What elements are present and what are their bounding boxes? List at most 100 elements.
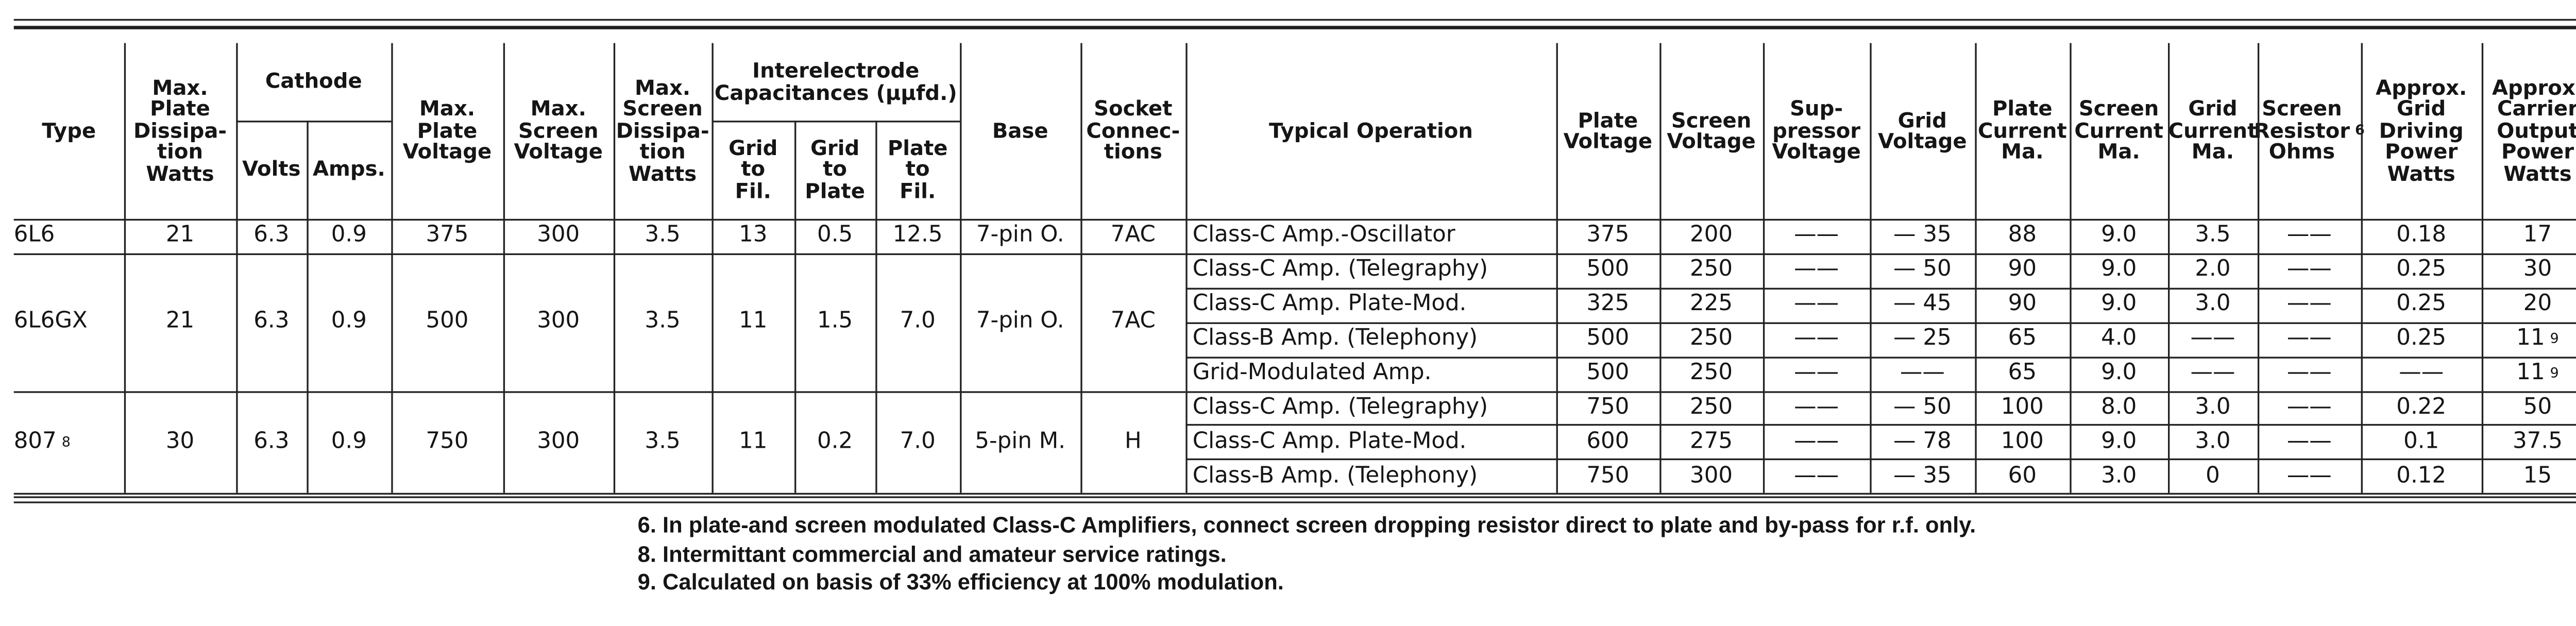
- rule: [1185, 322, 2576, 324]
- value: 325: [1556, 287, 1660, 322]
- value: 250: [1659, 391, 1763, 425]
- text: 250: [1690, 257, 1733, 283]
- text: Base: [992, 118, 1048, 143]
- text: 90: [2008, 292, 2037, 318]
- text: 6L6: [13, 223, 55, 249]
- text: 0: [2206, 463, 2220, 489]
- spec: 0.9: [307, 253, 391, 390]
- rule: [2481, 43, 2484, 493]
- text: 500: [1586, 257, 1630, 283]
- text: ——: [2286, 360, 2332, 386]
- value: 90: [1975, 287, 2070, 322]
- text: Max. Screen Voltage: [514, 97, 603, 164]
- text: Screen Resistor Ohms: [2253, 97, 2350, 164]
- spec: 12.5: [875, 219, 960, 253]
- spec: 7.0: [875, 253, 960, 390]
- value: ——: [1763, 391, 1870, 425]
- text: 11: [2516, 326, 2545, 352]
- text: Approx. Carrier Output Power Watts: [2492, 75, 2576, 186]
- text: 300: [537, 223, 580, 249]
- text: 7-pin O.: [976, 223, 1064, 249]
- rule: [124, 43, 126, 493]
- text: 9.0: [2101, 429, 2137, 455]
- text: 2.0: [2195, 257, 2231, 283]
- text: — 45: [1893, 292, 1952, 318]
- text: 6.3: [253, 223, 290, 249]
- value: 17: [2482, 219, 2576, 253]
- rule: [1185, 43, 1188, 493]
- value: 250: [1659, 356, 1763, 391]
- rule: [391, 43, 393, 493]
- text: 13: [739, 223, 768, 249]
- tube-type: 6L6: [14, 219, 124, 253]
- column-header: Max. Plate Dissipa- tion Watts: [124, 43, 236, 219]
- spec: 0.9: [307, 219, 391, 253]
- text: 7AC: [1110, 309, 1156, 335]
- value: 225: [1659, 287, 1763, 322]
- text: ——: [2286, 326, 2332, 352]
- value: ——: [2258, 459, 2361, 494]
- column-header: Max. Screen Voltage: [503, 43, 614, 219]
- value: 0.18: [2361, 219, 2482, 253]
- text: 0.9: [331, 429, 367, 455]
- text: 7AC: [1110, 223, 1156, 249]
- rule: [1185, 253, 2576, 255]
- text: 0.12: [2396, 463, 2447, 489]
- tube-type: 807 8: [14, 391, 124, 494]
- spec: 1.5: [794, 253, 875, 390]
- text: 100: [2001, 394, 2044, 420]
- value: ——: [2258, 219, 2361, 253]
- value: — 50: [1870, 391, 1975, 425]
- group-header: Interelectrode Capacitances (μμfd.): [711, 43, 960, 121]
- text: 4.0: [2101, 326, 2137, 352]
- column-header: Approx. Carrier Output Power Watts: [2482, 43, 2576, 219]
- text: Class-B Amp. (Telephony): [1192, 326, 1478, 352]
- value: 0.25: [2361, 287, 2482, 322]
- text: ——: [1794, 292, 1839, 318]
- value: ——: [2168, 322, 2258, 356]
- text: ——: [2286, 429, 2332, 455]
- operation: Class-C Amp.-Oscillator: [1185, 219, 1556, 253]
- spec: 6.3: [236, 391, 307, 494]
- text: ——: [1794, 223, 1839, 249]
- column-header: Max. Plate Voltage: [391, 43, 503, 219]
- text: 250: [1690, 326, 1733, 352]
- column-header: Screen Resistor Ohms 6: [2254, 43, 2365, 219]
- text: 250: [1690, 360, 1733, 386]
- text: Grid to Plate: [805, 136, 865, 203]
- rule: [13, 493, 1186, 495]
- value: ——: [2258, 391, 2361, 425]
- text: 30: [2523, 257, 2552, 283]
- value: ——: [1870, 356, 1975, 391]
- text: 750: [1586, 394, 1630, 420]
- spec: 7AC: [1080, 219, 1185, 253]
- text: 3.5: [645, 309, 681, 335]
- value: 11 9: [2482, 322, 2576, 356]
- value: 500: [1556, 322, 1660, 356]
- text: 37.5: [2513, 429, 2563, 455]
- value: 200: [1659, 219, 1763, 253]
- operation: Class-B Amp. (Telephony): [1185, 322, 1556, 356]
- text: 0.22: [2396, 394, 2447, 420]
- value: 100: [1975, 391, 2070, 425]
- text: 12.5: [892, 223, 943, 249]
- text: Screen Voltage: [1667, 108, 1756, 154]
- value: 50: [2482, 391, 2576, 425]
- text: 3.0: [2195, 394, 2231, 420]
- value: 9.0: [2070, 356, 2168, 391]
- value: ——: [1763, 322, 1870, 356]
- rule: [1185, 425, 2576, 427]
- text: 807: [13, 429, 57, 455]
- text: — 25: [1893, 326, 1952, 352]
- text: 3.0: [2195, 292, 2231, 318]
- value: 500: [1556, 253, 1660, 287]
- column-header: Sup- pressor Voltage: [1763, 43, 1870, 219]
- text: ——: [2286, 223, 2332, 249]
- value: 0.12: [2361, 459, 2482, 494]
- footnote-ref: 9: [2550, 365, 2559, 381]
- value: 3.5: [2168, 219, 2258, 253]
- text: 500: [426, 309, 469, 335]
- value: 60: [1975, 459, 2070, 494]
- value: ——: [1763, 219, 1870, 253]
- text: Grid Voltage: [1878, 108, 1967, 154]
